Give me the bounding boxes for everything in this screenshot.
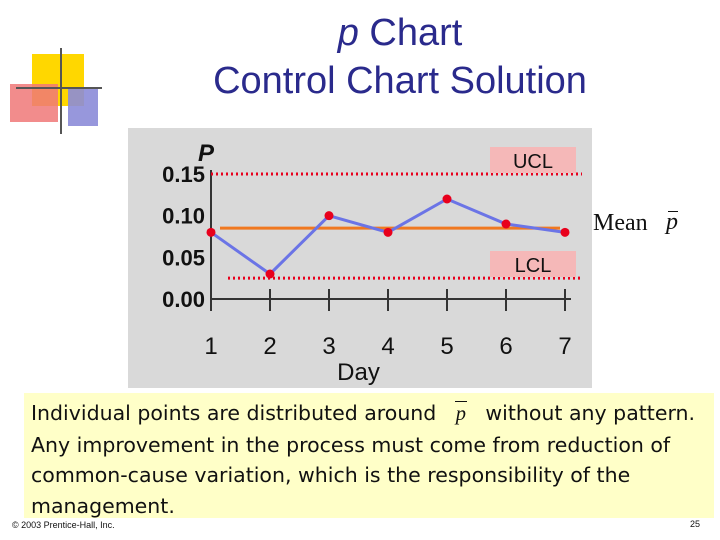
body-text: Individual points are distributed around…: [31, 398, 711, 521]
slide-title: p Chart: [0, 10, 720, 56]
title-symbol: p: [337, 12, 359, 54]
copyright: © 2003 Prentice-Hall, Inc.: [12, 520, 115, 530]
caption-box: [24, 393, 714, 518]
decor-horizontal-line: [16, 87, 102, 89]
page-number: 25: [690, 519, 701, 529]
mean-label: Mean: [593, 210, 648, 236]
title-rest: Chart: [369, 12, 463, 54]
decor-square-red: [10, 84, 58, 122]
chart-panel: [128, 128, 592, 388]
body-symbol: p: [443, 399, 479, 430]
decor-square-blue: [68, 88, 98, 126]
slide-subtitle: Control Chart Solution: [213, 60, 587, 102]
mean-symbol: p: [666, 209, 678, 235]
body-text-before: Individual points are distributed around: [31, 401, 437, 425]
body-text-after: without any pattern. Any improvement in …: [31, 401, 696, 518]
decor-vertical-line: [60, 48, 62, 134]
